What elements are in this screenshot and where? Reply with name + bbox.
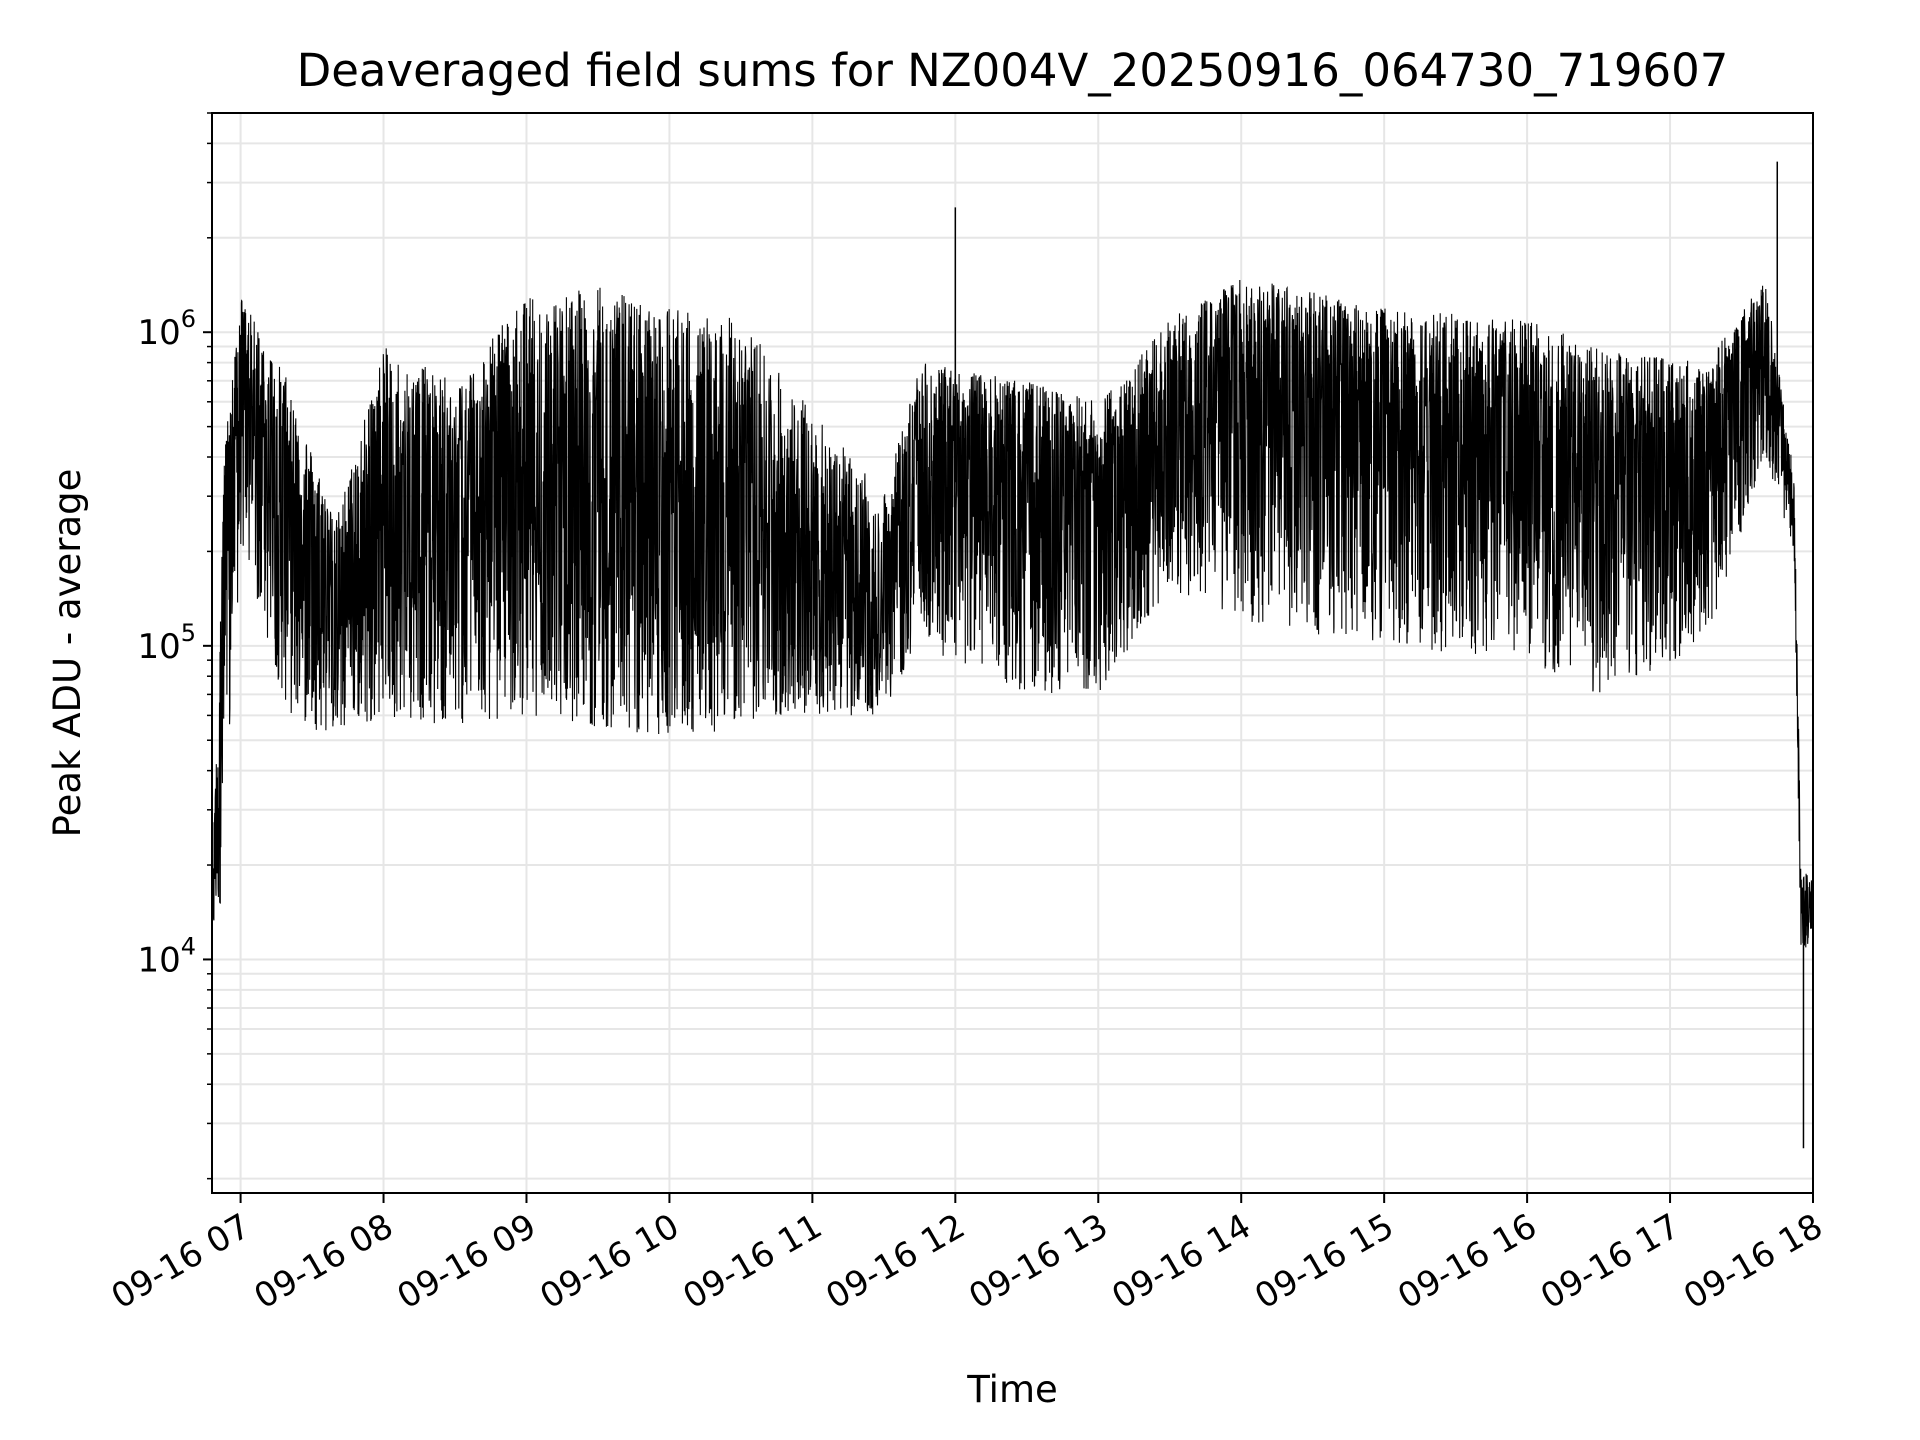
y-tick-label: 104 [137, 932, 196, 980]
chart-title: Deaveraged field sums for NZ004V_2025091… [297, 44, 1729, 97]
y-tick-label-exponent: 4 [181, 932, 196, 960]
y-tick-label-base: 10 [137, 627, 180, 667]
y-tick-label-base: 10 [137, 940, 180, 980]
y-axis-label: Peak ADU - average [46, 469, 89, 838]
y-tick-label: 105 [137, 619, 196, 667]
plot-frame [211, 112, 1814, 1194]
x-axis-label: Time [966, 1368, 1058, 1411]
y-tick-label-exponent: 5 [181, 619, 196, 647]
plot-area [211, 112, 1814, 1194]
series-line [211, 279, 1814, 948]
y-tick-label-base: 10 [137, 313, 180, 353]
series-layer [211, 161, 1814, 1149]
y-tick-label-exponent: 6 [181, 305, 196, 333]
y-tick-label: 106 [137, 305, 196, 353]
